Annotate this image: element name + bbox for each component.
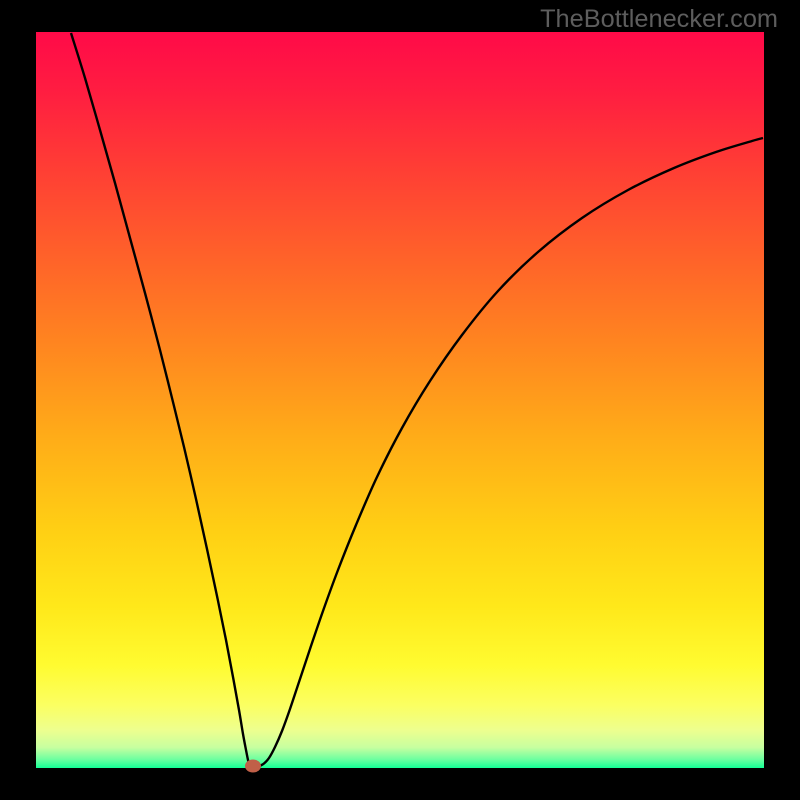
gradient-background: [36, 32, 764, 768]
bottleneck-chart: [0, 0, 800, 800]
chart-container: TheBottlenecker.com: [0, 0, 800, 800]
optimal-point-marker: [245, 760, 261, 773]
watermark-label: TheBottlenecker.com: [540, 5, 778, 34]
